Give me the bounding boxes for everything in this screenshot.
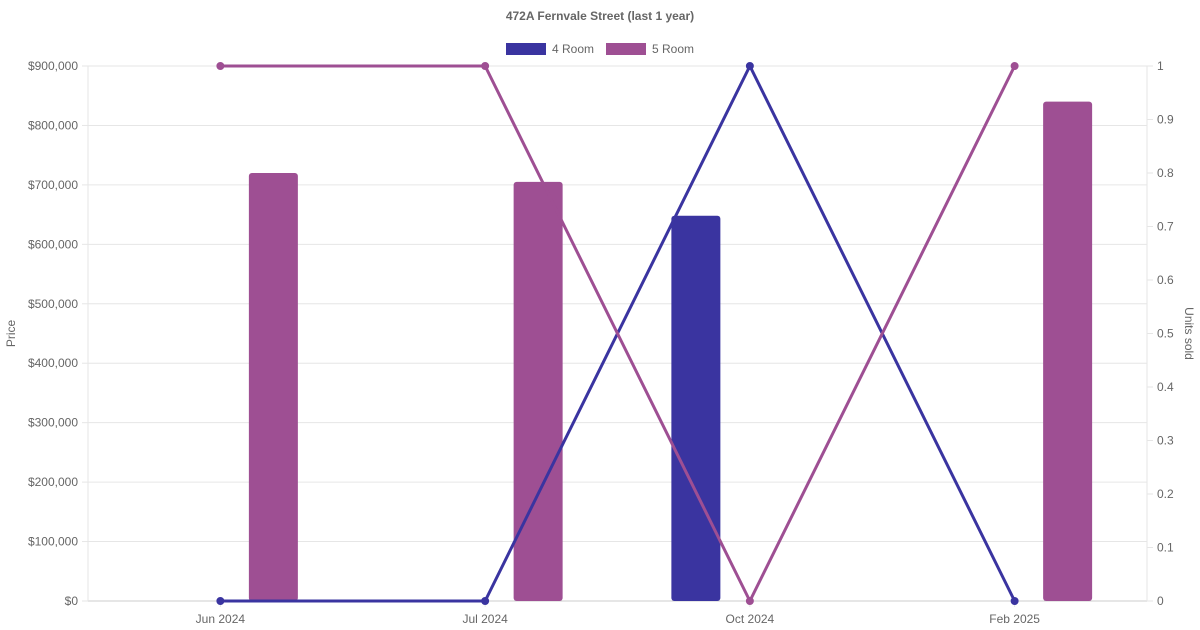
y2-tick-label: 0	[1157, 594, 1164, 608]
y2-axis-title: Units sold	[1182, 307, 1196, 360]
y2-tick-label: 0.8	[1157, 166, 1174, 180]
point-5-room	[1010, 62, 1019, 70]
y-tick-label: $100,000	[28, 535, 78, 549]
bar-5-room	[513, 181, 563, 601]
point-5-room	[481, 62, 490, 70]
x-tick-label: Jun 2024	[196, 612, 246, 626]
point-4-room	[481, 597, 490, 605]
y2-tick-label: 0.4	[1157, 380, 1174, 394]
line-5-room	[220, 64, 1016, 603]
y-tick-label: $500,000	[28, 297, 78, 311]
point-5-room	[216, 62, 225, 70]
y-tick-label: $600,000	[28, 237, 78, 251]
y2-tick-label: 0.5	[1157, 327, 1174, 341]
bar-5-room	[1043, 101, 1093, 602]
point-4-room	[216, 597, 225, 605]
point-4-room	[745, 62, 754, 70]
y-tick-label: $200,000	[28, 475, 78, 489]
y-tick-label: $700,000	[28, 178, 78, 192]
x-tick-label: Feb 2025	[989, 612, 1040, 626]
y-tick-label: $800,000	[28, 118, 78, 132]
legend-label-4-room: 4 Room	[551, 42, 594, 56]
y2-tick-label: 0.2	[1157, 487, 1174, 501]
y2-tick-label: 0.1	[1157, 541, 1174, 555]
y-axis-title: Price	[4, 320, 18, 348]
y2-tick-label: 1	[1157, 59, 1164, 73]
bar-4-room	[671, 215, 721, 602]
y2-tick-label: 0.6	[1157, 273, 1174, 287]
y2-tick-label: 0.7	[1157, 220, 1174, 234]
y-tick-label: $300,000	[28, 416, 78, 430]
legend-item-4-room[interactable]: 4 Room	[505, 42, 594, 56]
legend-item-5-room[interactable]: 5 Room	[606, 42, 694, 56]
legend-label-5-room: 5 Room	[652, 42, 695, 56]
x-tick-label: Oct 2024	[726, 612, 775, 626]
legend-swatch-4-room	[505, 43, 546, 55]
y-tick-label: $900,000	[28, 59, 78, 73]
y2-tick-label: 0.9	[1157, 113, 1174, 127]
chart-title: 472A Fernvale Street (last 1 year)	[505, 9, 695, 23]
y-tick-label: $400,000	[28, 356, 78, 370]
x-tick-label: Jul 2024	[462, 612, 508, 626]
point-4-room	[1010, 597, 1019, 605]
legend-swatch-5-room	[606, 43, 646, 55]
bar-5-room	[248, 173, 298, 601]
point-5-room	[745, 597, 754, 605]
legend: 4 Room 5 Room	[0, 42, 1200, 56]
y-tick-label: $0	[65, 594, 79, 608]
y2-tick-label: 0.3	[1157, 434, 1174, 448]
